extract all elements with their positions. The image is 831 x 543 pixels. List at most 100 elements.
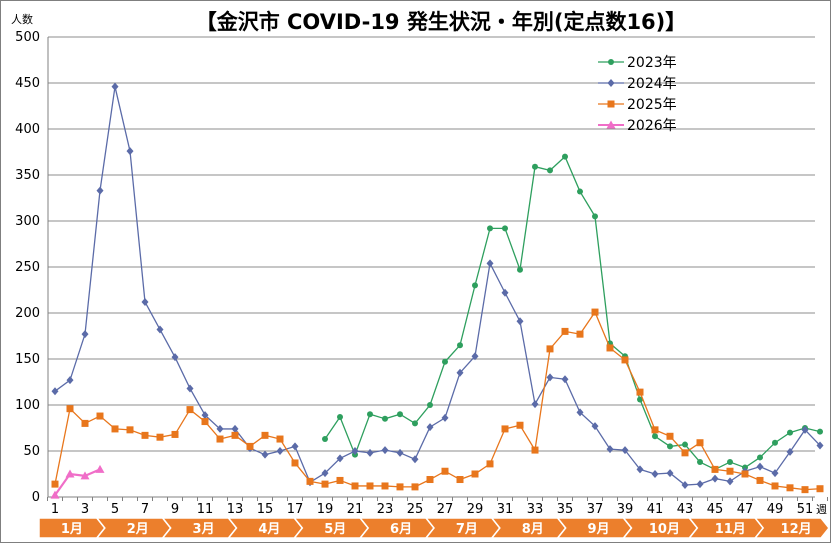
data-point-2026-week-2 [65, 469, 75, 478]
data-point-2024-week-5 [111, 82, 119, 91]
data-point-2023-week-19 [322, 436, 328, 443]
data-point-2025-week-31 [501, 425, 509, 433]
data-point-2023-week-33 [532, 163, 538, 170]
data-point-2024-week-17 [291, 442, 299, 451]
legend-marker-2024 [607, 79, 615, 87]
data-point-2025-week-35 [561, 327, 569, 335]
data-point-2025-week-24 [396, 483, 404, 491]
data-point-2023-week-50 [787, 429, 793, 436]
month-label-2: 2月 [127, 522, 149, 537]
legend-marker-2026 [606, 120, 616, 129]
x-tick-label-11: 11 [197, 502, 214, 517]
x-tick-label-23: 23 [377, 502, 394, 517]
data-point-2024-week-21 [351, 447, 359, 455]
data-point-2025-week-37 [591, 308, 599, 316]
x-tick-label-1: 1 [51, 502, 59, 517]
data-point-2023-week-34 [547, 167, 553, 174]
legend-marker-2025 [607, 100, 615, 108]
data-point-2023-week-49 [772, 439, 778, 446]
data-point-2023-week-24 [397, 411, 403, 418]
data-point-2024-week-52 [816, 441, 824, 450]
data-point-2024-week-1 [51, 387, 59, 396]
data-point-2025-week-46 [726, 467, 734, 475]
x-tick-label-15: 15 [257, 502, 274, 517]
data-point-2023-week-46 [727, 459, 733, 466]
data-point-2024-week-48 [756, 462, 764, 471]
data-point-2023-week-48 [757, 454, 763, 461]
y-tick-label-150: 150 [15, 352, 40, 367]
x-tick-label-49: 49 [767, 502, 784, 517]
x-tick-label-29: 29 [467, 502, 484, 517]
data-point-2025-week-21 [351, 482, 359, 490]
legend-item-2026: 2026年 [598, 118, 677, 134]
month-label-5: 5月 [324, 522, 346, 537]
series-2026 [50, 464, 105, 499]
month-band: 1月 2月 3月 4月 5月 6月 7月 8月 9月 10月 11月 12月 [38, 517, 830, 539]
data-point-2025-week-49 [771, 482, 779, 490]
y-tick-label-400: 400 [15, 122, 40, 137]
data-point-2023-week-42 [667, 443, 673, 450]
data-point-2025-week-19 [321, 480, 329, 488]
data-point-2025-week-4 [96, 412, 104, 420]
data-point-2025-week-45 [711, 465, 719, 473]
data-point-2024-week-35 [561, 375, 569, 384]
data-point-2025-week-48 [756, 476, 764, 484]
data-point-2025-week-1 [51, 480, 59, 488]
month-label-9: 9月 [588, 522, 610, 537]
x-tick-label-9: 9 [171, 502, 179, 517]
data-point-2024-week-19 [321, 469, 329, 478]
data-point-2024-week-2 [66, 376, 74, 385]
data-point-2025-week-32 [516, 421, 524, 429]
data-point-2024-week-40 [636, 465, 644, 474]
x-tick-label-51: 51 [797, 502, 814, 517]
data-point-2024-week-23 [381, 446, 389, 455]
data-point-2025-week-26 [426, 476, 434, 484]
x-tick-label-35: 35 [557, 502, 574, 517]
legend-label-2024: 2024年 [627, 76, 677, 92]
data-point-2024-week-25 [411, 455, 419, 464]
data-point-2023-week-37 [592, 213, 598, 220]
x-axis-unit-label: 週 [816, 503, 827, 516]
series-line-2026 [54, 468, 101, 496]
data-point-2023-week-44 [697, 459, 703, 466]
y-tick-label-50: 50 [23, 444, 40, 459]
data-point-2023-week-41 [652, 433, 658, 440]
x-tick-label-47: 47 [737, 502, 754, 517]
data-point-2023-week-35 [562, 153, 568, 160]
data-point-2023-week-31 [502, 225, 508, 232]
month-label-8: 8月 [522, 522, 544, 537]
axes [47, 37, 815, 498]
data-point-2024-week-38 [606, 445, 614, 454]
data-point-2024-week-12 [216, 424, 224, 433]
data-point-2023-week-30 [487, 225, 493, 232]
month-label-10: 10月 [649, 522, 680, 537]
data-point-2024-week-28 [456, 368, 464, 377]
data-point-2025-week-39 [621, 356, 629, 364]
data-point-2025-week-22 [366, 482, 374, 490]
data-point-2024-week-22 [366, 448, 374, 457]
data-point-2024-week-31 [501, 288, 509, 297]
data-point-2023-week-36 [577, 188, 583, 195]
data-point-2024-week-30 [486, 259, 494, 268]
x-tick-label-3: 3 [81, 502, 89, 517]
data-point-2025-week-17 [291, 459, 299, 467]
legend-item-2025: 2025年 [598, 97, 677, 113]
legend-label-2023: 2023年 [627, 55, 677, 71]
data-point-2024-week-11 [201, 411, 209, 420]
data-point-2025-week-6 [126, 426, 134, 434]
data-point-2025-week-18 [306, 477, 314, 485]
data-point-2024-week-6 [126, 147, 134, 156]
data-point-2025-week-7 [141, 431, 149, 439]
series-line-2023 [324, 155, 821, 471]
data-point-2025-week-3 [81, 419, 89, 427]
legend-item-2024: 2024年 [598, 76, 677, 92]
x-tick-label-7: 7 [141, 502, 149, 517]
data-point-2023-week-27 [442, 358, 448, 365]
data-point-2025-week-41 [651, 426, 659, 434]
y-axis-unit-label: 人数 [11, 13, 33, 26]
data-point-2023-week-25 [412, 420, 418, 427]
y-tick-label-250: 250 [15, 260, 40, 275]
data-point-2025-week-23 [381, 482, 389, 490]
data-point-2024-week-39 [621, 446, 629, 455]
